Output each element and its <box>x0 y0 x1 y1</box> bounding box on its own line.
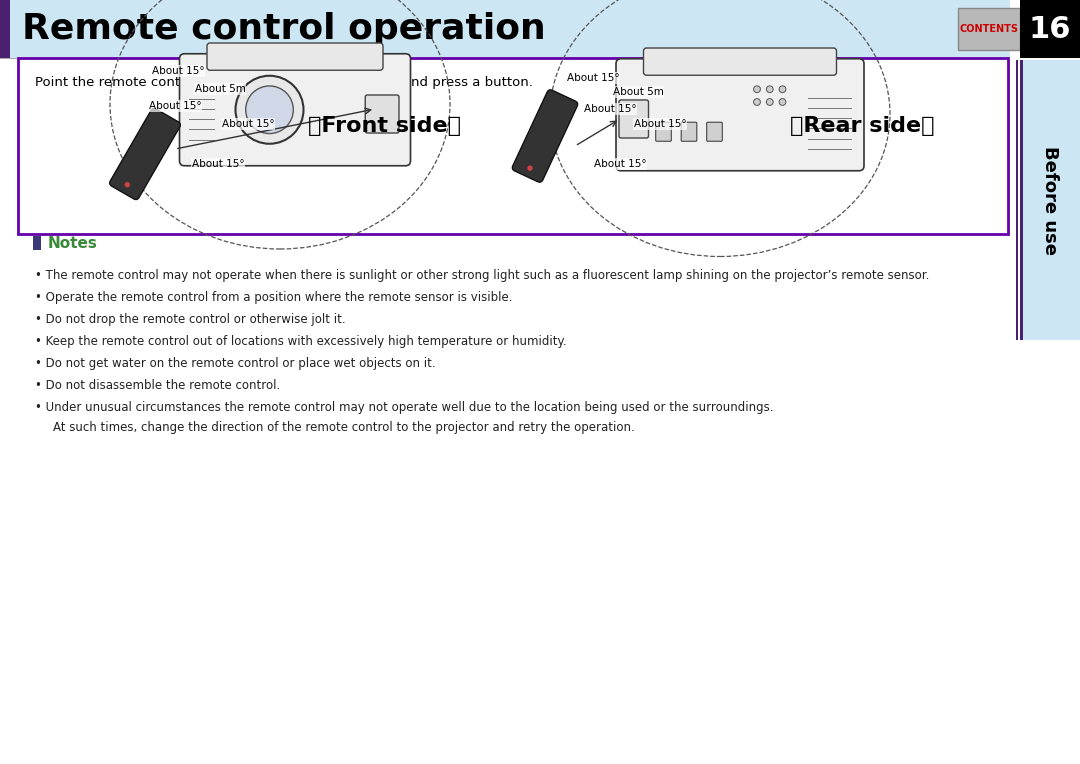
Text: 16: 16 <box>1029 15 1071 44</box>
FancyBboxPatch shape <box>0 0 10 58</box>
Text: • Do not disassemble the remote control.: • Do not disassemble the remote control. <box>35 379 280 392</box>
Text: 』Rear side】: 』Rear side】 <box>789 116 934 136</box>
FancyBboxPatch shape <box>1020 0 1080 58</box>
Circle shape <box>341 58 351 68</box>
FancyBboxPatch shape <box>207 43 383 70</box>
FancyBboxPatch shape <box>1020 60 1023 340</box>
FancyBboxPatch shape <box>33 236 41 250</box>
Text: 』Front side】: 』Front side】 <box>309 116 461 136</box>
Text: • Keep the remote control out of locations with excessively high temperature or : • Keep the remote control out of locatio… <box>35 335 567 348</box>
Text: About 5m: About 5m <box>612 87 663 97</box>
Circle shape <box>767 99 773 105</box>
FancyBboxPatch shape <box>1016 60 1018 340</box>
Circle shape <box>235 76 303 144</box>
Text: • Operate the remote control from a position where the remote sensor is visible.: • Operate the remote control from a posi… <box>35 291 513 304</box>
FancyBboxPatch shape <box>179 53 410 166</box>
Text: About 15°: About 15° <box>594 159 646 169</box>
Text: About 15°: About 15° <box>567 73 619 83</box>
Text: • Do not drop the remote control or otherwise jolt it.: • Do not drop the remote control or othe… <box>35 313 346 326</box>
Circle shape <box>754 86 760 92</box>
FancyBboxPatch shape <box>616 59 864 170</box>
FancyBboxPatch shape <box>681 122 697 141</box>
FancyBboxPatch shape <box>958 8 1020 50</box>
FancyBboxPatch shape <box>1020 60 1080 340</box>
Circle shape <box>324 58 334 68</box>
FancyBboxPatch shape <box>619 100 648 138</box>
Circle shape <box>357 58 368 68</box>
Text: About 15°: About 15° <box>149 101 201 111</box>
Text: Before use: Before use <box>1041 145 1059 254</box>
FancyBboxPatch shape <box>512 90 578 182</box>
Circle shape <box>754 99 760 105</box>
Text: Point the remote control at the infrared remote sensor and press a button.: Point the remote control at the infrared… <box>35 76 532 89</box>
Text: • The remote control may not operate when there is sunlight or other strong ligh: • The remote control may not operate whe… <box>35 269 930 282</box>
FancyBboxPatch shape <box>365 95 399 133</box>
FancyBboxPatch shape <box>0 0 1010 58</box>
Text: Remote control operation: Remote control operation <box>22 12 545 46</box>
Text: At such times, change the direction of the remote control to the projector and r: At such times, change the direction of t… <box>53 421 635 434</box>
Text: About 15°: About 15° <box>221 119 274 129</box>
Circle shape <box>779 99 786 105</box>
FancyBboxPatch shape <box>706 122 723 141</box>
Circle shape <box>779 86 786 92</box>
Text: About 15°: About 15° <box>151 66 204 76</box>
Text: • Do not get water on the remote control or place wet objects on it.: • Do not get water on the remote control… <box>35 357 435 370</box>
FancyBboxPatch shape <box>656 122 672 141</box>
Text: About 15°: About 15° <box>191 159 244 169</box>
Text: • Under unusual circumstances the remote control may not operate well due to the: • Under unusual circumstances the remote… <box>35 401 773 414</box>
Text: About 15°: About 15° <box>583 104 636 114</box>
FancyBboxPatch shape <box>110 108 180 199</box>
Text: About 5m: About 5m <box>194 84 245 94</box>
Circle shape <box>246 86 294 134</box>
Circle shape <box>124 182 130 187</box>
Circle shape <box>527 166 532 171</box>
Text: About 15°: About 15° <box>634 119 686 129</box>
FancyBboxPatch shape <box>644 48 837 75</box>
Text: Notes: Notes <box>48 235 98 251</box>
Text: CONTENTS: CONTENTS <box>959 24 1018 34</box>
Circle shape <box>767 86 773 92</box>
